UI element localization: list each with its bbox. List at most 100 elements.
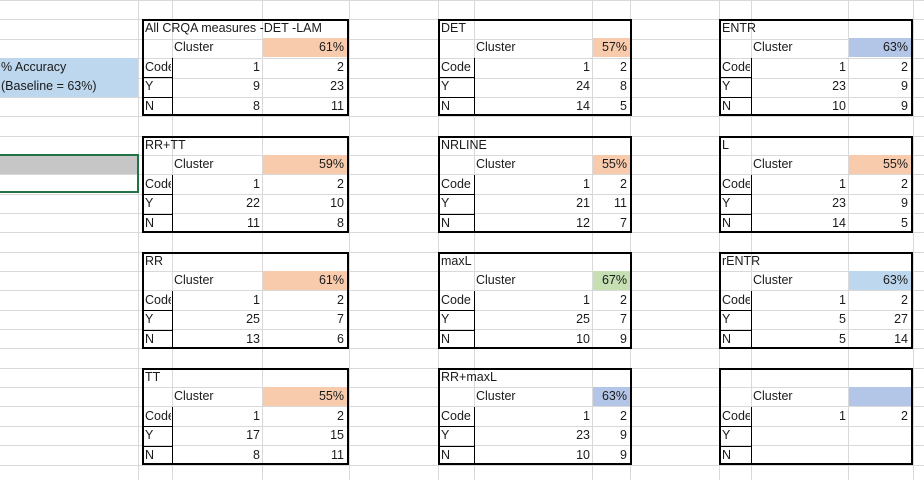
cluster-1-header[interactable]: 1 <box>839 409 846 423</box>
count-n-cluster-2[interactable]: 9 <box>620 448 627 462</box>
count-n-cluster-2[interactable]: 9 <box>901 99 908 113</box>
code-label[interactable]: Code <box>145 60 171 74</box>
table-title[interactable]: L <box>722 138 729 152</box>
count-y-cluster-2[interactable] <box>849 426 910 445</box>
row-label-n[interactable]: N <box>441 216 451 230</box>
count-y-cluster-1[interactable]: 22 <box>246 196 260 210</box>
count-y-cluster-1[interactable]: 23 <box>832 79 846 93</box>
cluster-1-header[interactable]: 1 <box>839 60 846 74</box>
row-label-y[interactable]: Y <box>441 312 450 326</box>
cluster-header[interactable]: Cluster <box>476 157 516 171</box>
count-y-cluster-2[interactable]: 9 <box>901 196 908 210</box>
count-y-cluster-2[interactable]: 7 <box>337 312 344 326</box>
row-label-n[interactable]: N <box>441 448 451 462</box>
count-n-cluster-1[interactable]: 5 <box>839 332 846 346</box>
row-label-y[interactable]: Y <box>722 79 731 93</box>
count-n-cluster-2[interactable]: 7 <box>620 216 627 230</box>
count-y-cluster-1[interactable] <box>751 426 848 445</box>
count-y-cluster-1[interactable]: 17 <box>246 428 260 442</box>
cluster-2-header[interactable]: 2 <box>620 60 627 74</box>
code-label[interactable]: Code <box>722 177 750 191</box>
count-n-cluster-1[interactable]: 12 <box>576 216 590 230</box>
cluster-2-header[interactable]: 2 <box>337 60 344 74</box>
accuracy-value[interactable]: 55% <box>882 157 908 171</box>
row-label-n[interactable]: N <box>145 448 155 462</box>
count-n-cluster-1[interactable]: 14 <box>576 99 590 113</box>
row-label-n[interactable]: N <box>722 216 732 230</box>
cluster-header[interactable]: Cluster <box>476 389 516 403</box>
count-n-cluster-2[interactable]: 6 <box>337 332 344 346</box>
cluster-header[interactable]: Cluster <box>476 40 516 54</box>
count-y-cluster-2[interactable]: 7 <box>620 312 627 326</box>
row-label-n[interactable]: N <box>722 99 732 113</box>
grey-filled-cell[interactable] <box>0 155 138 174</box>
count-y-cluster-1[interactable]: 23 <box>576 428 590 442</box>
count-n-cluster-2[interactable]: 5 <box>620 99 627 113</box>
cluster-header[interactable]: Cluster <box>174 40 214 54</box>
count-y-cluster-1[interactable]: 25 <box>246 312 260 326</box>
row-label-n[interactable]: N <box>145 216 155 230</box>
count-n-cluster-2[interactable] <box>849 446 910 465</box>
code-label[interactable]: Code <box>145 177 171 191</box>
table-title[interactable]: DET <box>441 21 466 35</box>
cluster-1-header[interactable]: 1 <box>253 177 260 191</box>
code-label[interactable]: Code <box>145 293 171 307</box>
row-label-y[interactable]: Y <box>145 196 154 210</box>
accuracy-value[interactable]: 55% <box>318 389 344 403</box>
count-y-cluster-2[interactable]: 23 <box>330 79 344 93</box>
row-label-y[interactable]: Y <box>145 428 154 442</box>
cluster-2-header[interactable]: 2 <box>337 177 344 191</box>
count-n-cluster-1[interactable]: 8 <box>253 99 260 113</box>
count-y-cluster-1[interactable]: 23 <box>832 196 846 210</box>
count-n-cluster-2[interactable]: 5 <box>901 216 908 230</box>
count-n-cluster-1[interactable]: 13 <box>246 332 260 346</box>
count-y-cluster-2[interactable]: 27 <box>894 312 908 326</box>
cluster-header[interactable]: Cluster <box>753 40 793 54</box>
count-y-cluster-1[interactable]: 25 <box>576 312 590 326</box>
count-y-cluster-2[interactable]: 9 <box>901 79 908 93</box>
accuracy-value[interactable] <box>849 387 910 406</box>
row-label-n[interactable]: N <box>441 332 451 346</box>
accuracy-value[interactable]: 61% <box>318 273 344 287</box>
count-y-cluster-1[interactable]: 21 <box>576 196 590 210</box>
count-n-cluster-1[interactable]: 11 <box>247 216 260 230</box>
cluster-header[interactable]: Cluster <box>174 157 214 171</box>
count-y-cluster-2[interactable]: 9 <box>620 428 627 442</box>
code-label[interactable]: Code <box>722 293 750 307</box>
row-label-y[interactable]: Y <box>441 428 450 442</box>
count-n-cluster-2[interactable]: 11 <box>331 448 344 462</box>
accuracy-value[interactable]: 59% <box>318 157 344 171</box>
table-title[interactable]: RR <box>145 254 164 268</box>
accuracy-value[interactable]: 57% <box>601 40 627 54</box>
code-label[interactable]: Code <box>441 60 471 74</box>
cluster-2-header[interactable]: 2 <box>620 409 627 423</box>
count-n-cluster-1[interactable]: 10 <box>832 99 846 113</box>
table-title[interactable]: ENTR <box>722 21 757 35</box>
row-label-y[interactable]: Y <box>145 312 154 326</box>
cluster-1-header[interactable]: 1 <box>253 293 260 307</box>
table-title[interactable]: NRLINE <box>441 138 487 152</box>
cluster-2-header[interactable]: 2 <box>337 409 344 423</box>
table-title[interactable]: RR+maxL <box>441 370 497 384</box>
row-label-n[interactable]: N <box>441 99 451 113</box>
accuracy-label-cell[interactable]: % Accuracy (Baseline = 63%) <box>0 58 138 97</box>
cluster-1-header[interactable]: 1 <box>253 60 260 74</box>
cluster-2-header[interactable]: 2 <box>620 293 627 307</box>
cluster-2-header[interactable]: 2 <box>901 60 908 74</box>
cluster-header[interactable]: Cluster <box>753 273 793 287</box>
row-label-n[interactable]: N <box>722 332 732 346</box>
count-y-cluster-2[interactable]: 8 <box>620 79 627 93</box>
table-title[interactable]: All CRQA measures -DET -LAM <box>145 21 322 35</box>
count-n-cluster-1[interactable]: 14 <box>832 216 846 230</box>
table-title[interactable]: rENTR <box>722 254 761 268</box>
accuracy-value[interactable]: 55% <box>601 157 627 171</box>
count-n-cluster-1[interactable]: 8 <box>253 448 260 462</box>
row-label-y[interactable]: Y <box>145 79 154 93</box>
cluster-header[interactable]: Cluster <box>476 273 516 287</box>
count-n-cluster-1[interactable]: 10 <box>576 448 590 462</box>
row-label-y[interactable]: Y <box>722 312 731 326</box>
accuracy-value[interactable]: 61% <box>318 40 344 54</box>
count-y-cluster-1[interactable]: 24 <box>576 79 590 93</box>
count-n-cluster-1[interactable] <box>751 446 848 465</box>
